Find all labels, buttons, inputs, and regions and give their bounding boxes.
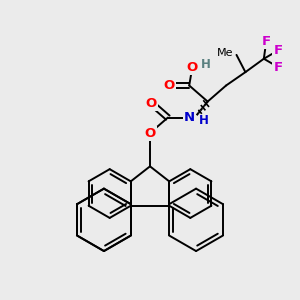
Text: O: O — [146, 97, 157, 110]
Text: N: N — [184, 111, 195, 124]
Text: Me: Me — [217, 47, 233, 58]
Text: O: O — [187, 61, 198, 74]
Text: O: O — [164, 79, 175, 92]
Text: O: O — [144, 127, 156, 140]
Text: H: H — [200, 58, 210, 70]
Text: F: F — [274, 61, 283, 74]
Text: H: H — [199, 114, 209, 127]
Text: F: F — [274, 44, 283, 57]
Text: F: F — [262, 35, 271, 48]
